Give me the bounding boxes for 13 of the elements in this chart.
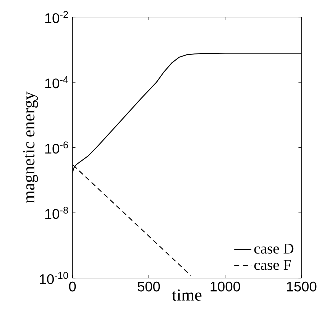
legend-label: case D [254, 244, 294, 254]
x-tick-label: 0 [69, 282, 76, 292]
y-tick-label: 10$^{-8}$ [46, 206, 68, 220]
y-tick-label: 10$^{-10}$ [40, 272, 68, 284]
y-tick-label: 10$^{-6}$ [46, 142, 68, 154]
y-axis-title: magnetic energy [23, 92, 38, 204]
x-tick-label: 1000 [210, 282, 240, 292]
x-tick-label: 500 [138, 282, 160, 292]
x-axis-title: time [172, 290, 202, 301]
x-tick-label: 1500 [287, 282, 317, 292]
legend-label: case F [254, 260, 292, 270]
y-tick-label: 10$^{-2}$ [46, 11, 68, 24]
y-tick-label: 10$^{-4}$ [46, 76, 68, 89]
